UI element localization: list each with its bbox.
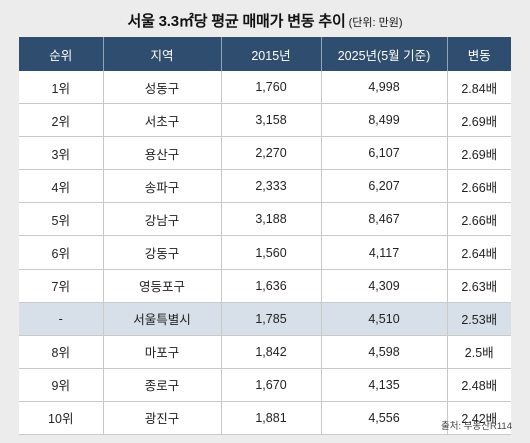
cell-2025: 4,117 [321, 235, 448, 270]
cell-2015: 1,670 [221, 368, 322, 402]
cell-2015: 1,560 [221, 235, 322, 270]
cell-rank: 8위 [19, 335, 104, 369]
cell-2015: 2,333 [221, 169, 322, 204]
cell-2025: 6,107 [321, 136, 448, 171]
title-main: 서울 3.3㎡당 평균 매매가 변동 추이 [127, 13, 346, 30]
header-2015: 2015년 [221, 37, 322, 71]
cell-region: 강동구 [103, 235, 222, 270]
table-row: 1위 성동구 1,760 4,998 2.84배 [19, 71, 511, 105]
cell-rank: 10위 [19, 401, 104, 436]
table-row-seoul-average: - 서울특별시 1,785 4,510 2.53배 [19, 302, 511, 336]
cell-rank: 7위 [19, 269, 104, 303]
cell-change: 2.63배 [447, 269, 511, 303]
cell-change: 2.69배 [447, 136, 511, 171]
cell-2015: 1,785 [221, 302, 322, 336]
table-row: 2위 서초구 3,158 8,499 2.69배 [19, 103, 511, 138]
cell-rank: 9위 [19, 368, 104, 402]
cell-region: 강남구 [103, 202, 222, 237]
cell-change: 2.64배 [447, 235, 511, 270]
cell-2015: 1,881 [221, 401, 322, 436]
table-body: 1위 성동구 1,760 4,998 2.84배 2위 서초구 3,158 8,499 2.69배… [19, 71, 511, 436]
cell-2025: 4,598 [321, 335, 448, 369]
table-row: 5위 강남구 3,188 8,467 2.66배 [19, 202, 511, 237]
cell-2015: 3,158 [221, 103, 322, 138]
cell-region: 서초구 [103, 103, 222, 138]
cell-2015: 3,188 [221, 202, 322, 237]
table-row: 9위 종로구 1,670 4,135 2.48배 [19, 368, 511, 402]
cell-region: 마포구 [103, 335, 222, 369]
cell-change: 2.48배 [447, 368, 511, 402]
table-row: 3위 용산구 2,270 6,107 2.69배 [19, 136, 511, 171]
cell-region: 서울특별시 [103, 302, 222, 336]
cell-change: 2.42배 [447, 401, 511, 436]
table-header-row: 순위 지역 2015년 2025년(5월 기준) 변동 [19, 37, 511, 71]
price-change-table: 순위 지역 2015년 2025년(5월 기준) 변동 1위 성동구 1,760 4,… [19, 37, 511, 436]
cell-change: 2.66배 [447, 202, 511, 237]
header-region: 지역 [103, 37, 222, 71]
cell-rank: 2위 [19, 103, 104, 138]
chart-title: 서울 3.3㎡당 평균 매매가 변동 추이 (단위: 만원) [0, 10, 530, 31]
cell-region: 송파구 [103, 169, 222, 204]
cell-2015: 1,760 [221, 71, 322, 105]
cell-2015: 1,842 [221, 335, 322, 369]
cell-2025: 8,499 [321, 103, 448, 138]
cell-rank: 3위 [19, 136, 104, 171]
title-unit: (단위: 만원) [348, 17, 403, 29]
cell-rank: - [19, 302, 104, 336]
cell-rank: 1위 [19, 71, 104, 105]
cell-change: 2.66배 [447, 169, 511, 204]
cell-change: 2.69배 [447, 103, 511, 138]
cell-rank: 4위 [19, 169, 104, 204]
cell-region: 광진구 [103, 401, 222, 436]
cell-region: 용산구 [103, 136, 222, 171]
cell-region: 종로구 [103, 368, 222, 402]
header-rank: 순위 [19, 37, 104, 71]
cell-change: 2.84배 [447, 71, 511, 105]
cell-2015: 1,636 [221, 269, 322, 303]
table-row: 7위 영등포구 1,636 4,309 2.63배 [19, 269, 511, 303]
cell-change: 2.5배 [447, 335, 511, 369]
source-note: 출처: 부동산R114 [441, 421, 512, 432]
header-change: 변동 [467, 48, 491, 63]
cell-2025: 4,135 [321, 368, 448, 402]
header-2025: 2025년(5월 기준) [321, 37, 448, 71]
cell-rank: 5위 [19, 202, 104, 237]
cell-2015: 2,270 [221, 136, 322, 171]
cell-2025: 4,309 [321, 269, 448, 303]
table-row: 10위 광진구 1,881 4,556 2.42배 [19, 401, 511, 436]
cell-2025: 4,510 [321, 302, 448, 336]
cell-2025: 6,207 [321, 169, 448, 204]
cell-2025: 8,467 [321, 202, 448, 237]
table-row: 4위 송파구 2,333 6,207 2.66배 [19, 169, 511, 204]
cell-change: 2.53배 [447, 302, 511, 336]
table-row: 8위 마포구 1,842 4,598 2.5배 [19, 335, 511, 369]
cell-2025: 4,556 [321, 401, 448, 436]
cell-region: 영등포구 [103, 269, 222, 303]
cell-region: 성동구 [103, 71, 222, 105]
table-row: 6위 강동구 1,560 4,117 2.64배 [19, 235, 511, 270]
cell-2025: 4,998 [321, 71, 448, 105]
cell-rank: 6위 [19, 235, 104, 270]
